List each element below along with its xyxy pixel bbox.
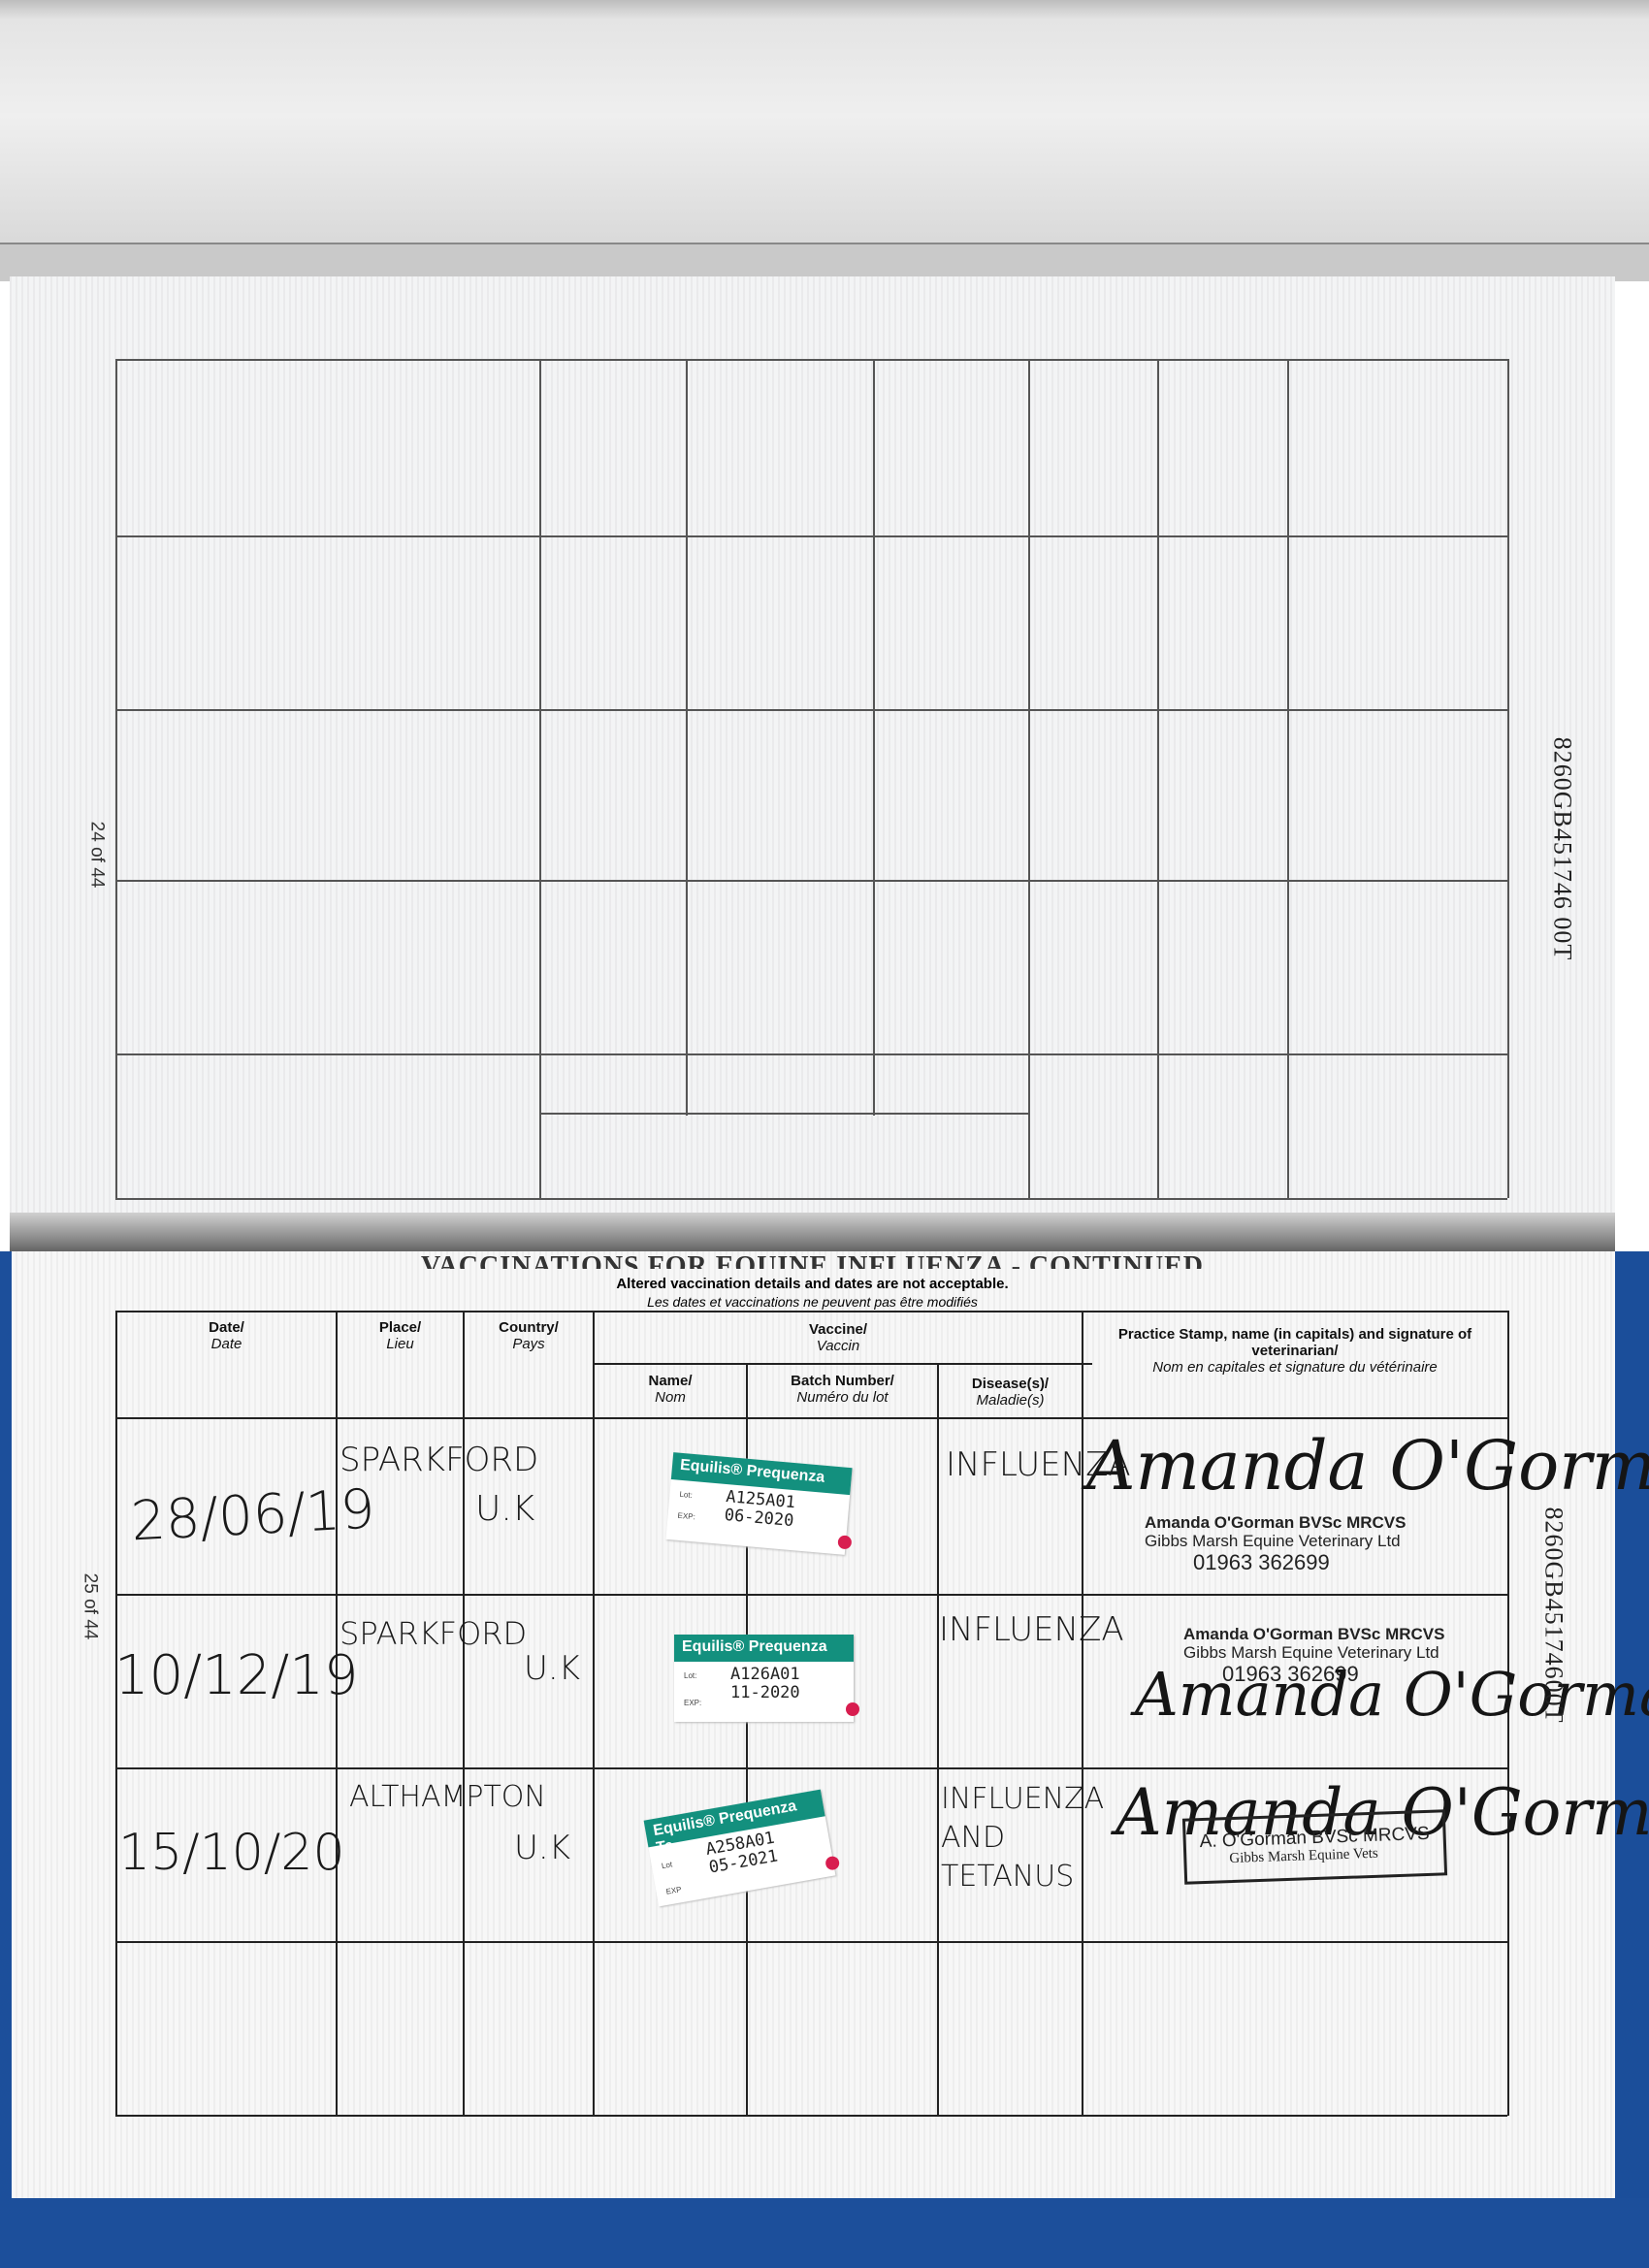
sticker-tab [846,1702,859,1716]
date-entry: 28/06/19 [129,1477,377,1554]
vaccine-sticker: Equilis® Prequenza Lot: EXP: A125A01 06-20… [665,1452,853,1555]
page-number: 25 of 44 [80,1572,101,1640]
notice-fr: Les dates et vaccinations ne peuvent pas… [647,1294,978,1310]
header-disease: Disease(s)/Maladie(s) [971,1376,1050,1409]
vet-stamp: Amanda O'Gorman BVSc MRCVS Gibbs Marsh Eq… [1145,1513,1406,1574]
vet-stamp: Amanda O'Gorman BVSc MRCVS Gibbs Marsh Eq… [1183,1625,1445,1686]
vet-stamp: A. O'Gorman BVSc MRCVS Gibbs Marsh Equine… [1181,1809,1448,1885]
disease-entry: INFLUENZA [939,1610,1124,1649]
header-batch: Batch Number/Numéro du lot [791,1373,894,1406]
sticker-tab [824,1855,841,1871]
top-page: 24 of 44 8260GB451746 00T [10,276,1615,1251]
place-entry: SPARKFORD [340,1615,528,1652]
page-title: VACCINATIONS FOR EQUINE INFLUENZA - CONT… [420,1251,1205,1269]
date-entry: 10/12/19 [114,1644,359,1707]
date-entry: 15/10/20 [118,1824,345,1882]
vet-signature: Amanda O'Gorman [1086,1426,1649,1506]
passport-serial: 8260GB45174600T [1539,1507,1568,1724]
vet-signature: Amanda O'Gorman [1135,1659,1649,1730]
header-name: Name/Nom [648,1373,693,1406]
scanner-background [0,0,1649,262]
vaccine-sticker: Equilis® Prequenza Lot: EXP: A126A01 11-20… [674,1635,859,1722]
header-vaccine: Vaccine/Vaccin [808,1321,868,1354]
header-stamp: Practice Stamp, name (in capitals) and s… [1117,1326,1472,1376]
page-number: 24 of 44 [86,821,108,889]
sticker-tab [837,1535,853,1550]
vet-signature: Amanda O'Gorman [1116,1775,1649,1850]
disease-entry: INFLUENZA [946,1445,1131,1484]
passport-serial: 8260GB451746 00T [1548,736,1577,961]
binder-edge [0,2198,1649,2268]
place-entry: SPARKFORD [340,1441,539,1479]
page-fold-shadow [10,1213,1615,1256]
binder-edge [0,1251,12,2202]
header-place: Place/Lieu [378,1319,422,1352]
header-date: Date/Date [209,1319,244,1352]
disease-entry: INFLUENZA AND TETANUS [941,1782,1105,1894]
country-entry: U.K [475,1489,535,1529]
notice-en: Altered vaccination details and dates ar… [616,1276,1009,1292]
plastic-sleeve-edge [0,243,1649,281]
vaccination-page: VACCINATIONS FOR EQUINE INFLUENZA - CONT… [10,1251,1649,2198]
vaccine-sticker: Equilis® Prequenza Te Lot EXP A258A01 05-2… [643,1789,841,1907]
header-country: Country/Pays [499,1319,559,1352]
place-entry: ALTHAMPTON [349,1780,546,1814]
country-entry: U.K [524,1649,580,1688]
country-entry: U.K [514,1829,570,1867]
